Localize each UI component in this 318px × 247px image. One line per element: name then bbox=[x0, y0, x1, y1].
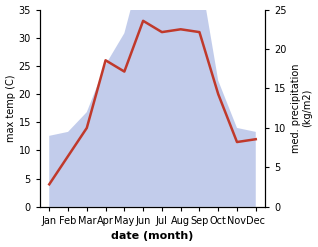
Y-axis label: med. precipitation
(kg/m2): med. precipitation (kg/m2) bbox=[291, 63, 313, 153]
Y-axis label: max temp (C): max temp (C) bbox=[5, 74, 16, 142]
X-axis label: date (month): date (month) bbox=[111, 231, 194, 242]
